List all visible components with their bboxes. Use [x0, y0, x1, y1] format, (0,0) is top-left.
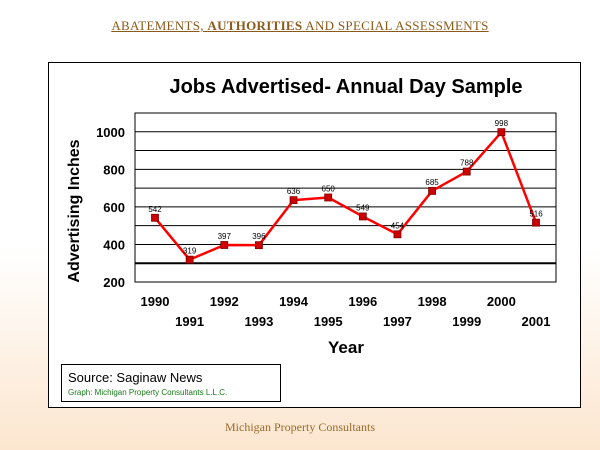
slide-title-part3: AND SPECIAL ASSESSMENTS	[302, 18, 489, 33]
y-axis-label: Advertising Inches	[66, 139, 83, 282]
source-box: Source: Saginaw News Graph: Michigan Pro…	[61, 364, 281, 402]
data-label: 396	[252, 232, 266, 241]
data-point	[358, 212, 367, 221]
x-tick-label: 1999	[452, 314, 481, 329]
data-point	[497, 128, 506, 137]
slide-title-part2: AUTHORITIES	[207, 18, 303, 33]
y-tick-label: 600	[103, 200, 125, 215]
data-point	[151, 213, 159, 222]
x-tick-label: 1996	[348, 294, 377, 309]
slide-title-part1: ABATEMENTS,	[111, 18, 208, 33]
chart-frame: Jobs Advertised- Annual Day Sample 200 40…	[48, 62, 581, 408]
chart-title: Jobs Advertised- Annual Day Sample	[169, 76, 522, 98]
data-point	[462, 167, 471, 176]
data-label: 319	[183, 247, 197, 256]
x-tick-label: 1997	[383, 314, 412, 329]
x-tick-label: 1990	[141, 294, 170, 309]
x-tick-label: 1998	[418, 294, 447, 309]
data-point	[324, 193, 333, 202]
slide-title: ABATEMENTS, AUTHORITIES AND SPECIAL ASSE…	[0, 18, 600, 34]
x-tick-label: 1991	[175, 314, 204, 329]
graph-credit-text: Graph: Michigan Property Consultants L.L…	[68, 388, 228, 397]
data-label: 685	[425, 178, 439, 187]
data-label: 549	[356, 203, 370, 212]
x-tick-label: 2000	[487, 294, 516, 309]
data-label: 397	[218, 232, 232, 241]
data-label: 788	[460, 159, 474, 168]
data-point	[185, 255, 194, 264]
y-tick-label: 800	[103, 162, 125, 177]
y-tick-label: 1000	[96, 125, 125, 140]
x-tick-label: 1993	[244, 314, 273, 329]
data-point	[255, 241, 263, 250]
x-tick-label: 1995	[314, 314, 343, 329]
y-tick-label: 200	[103, 275, 125, 290]
data-label: 542	[148, 205, 162, 214]
data-point	[428, 187, 436, 195]
x-axis-label: Year	[328, 338, 364, 357]
data-label: 454	[391, 221, 405, 230]
footer-text: Michigan Property Consultants	[225, 420, 375, 434]
data-point	[532, 218, 540, 227]
line-chart: Jobs Advertised- Annual Day Sample 200 40…	[66, 76, 557, 357]
source-text: Source: Saginaw News	[68, 370, 203, 385]
data-label: 650	[322, 185, 336, 194]
x-tick-label: 1992	[210, 294, 239, 309]
x-tick-label: 2001	[522, 314, 551, 329]
data-label: 516	[529, 210, 543, 219]
data-label: 998	[495, 119, 509, 128]
data-label: 636	[287, 187, 301, 196]
series-line	[154, 130, 538, 261]
x-tick-label: 1994	[279, 294, 309, 309]
data-point	[393, 230, 402, 239]
data-point	[220, 241, 229, 249]
data-point	[289, 196, 298, 205]
y-tick-label: 400	[103, 237, 125, 252]
